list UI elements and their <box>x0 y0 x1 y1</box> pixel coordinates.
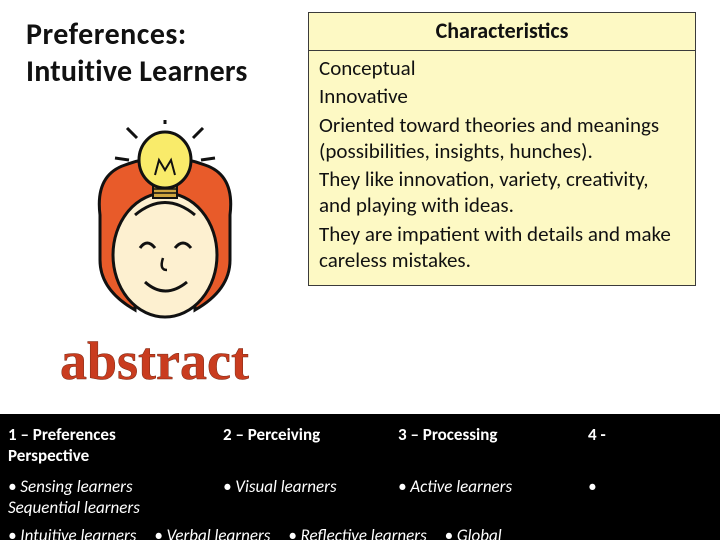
slide: Preferences: Intuitive Learners Characte… <box>0 0 720 540</box>
title-line1: Preferences: <box>26 16 248 53</box>
footer-heading-4: 4 - <box>588 424 688 445</box>
char-line: They like innovation, variety, creativit… <box>319 166 685 219</box>
characteristics-body: Conceptual Innovative Oriented toward th… <box>309 51 695 285</box>
footer-last-d: • Global <box>445 525 502 540</box>
footer-item-1: • Sensing learners <box>8 476 223 497</box>
char-line: Conceptual <box>319 55 685 81</box>
char-line: Oriented toward theories and meanings (p… <box>319 112 685 165</box>
footer-item-4: • <box>588 476 688 497</box>
footer-item-3: • Active learners <box>398 476 588 497</box>
footer-heading-1b: Perspective <box>8 445 712 466</box>
title-line2: Intuitive Learners <box>26 53 248 90</box>
title-block: Preferences: Intuitive Learners <box>26 16 248 90</box>
footer-heading-2: 2 – Perceiving <box>223 424 398 445</box>
footer-last-a: • Intuitive learners <box>8 525 136 540</box>
char-line: Innovative <box>319 83 685 109</box>
footer-last-row: • Intuitive learners • Verbal learners •… <box>8 525 516 540</box>
footer-item-2: • Visual learners <box>223 476 398 497</box>
characteristics-header: Characteristics <box>309 13 695 51</box>
footer-last-b: • Verbal learners <box>154 525 270 540</box>
footer-heading-3: 3 – Processing <box>398 424 588 445</box>
footer-row-headings: 1 – Preferences 2 – Perceiving 3 – Proce… <box>8 424 712 445</box>
lightbulb-head-illustration <box>55 120 285 340</box>
abstract-text: abstract <box>60 330 249 392</box>
footer-heading-1: 1 – Preferences <box>8 424 223 445</box>
footer-last-c: • Reflective learners <box>288 525 426 540</box>
char-line: They are impatient with details and make… <box>319 221 685 274</box>
footer-item-1b: Sequential learners <box>8 497 712 518</box>
footer: 1 – Preferences 2 – Perceiving 3 – Proce… <box>0 414 720 540</box>
characteristics-box: Characteristics Conceptual Innovative Or… <box>308 12 696 286</box>
footer-row-items: • Sensing learners • Visual learners • A… <box>8 476 712 497</box>
